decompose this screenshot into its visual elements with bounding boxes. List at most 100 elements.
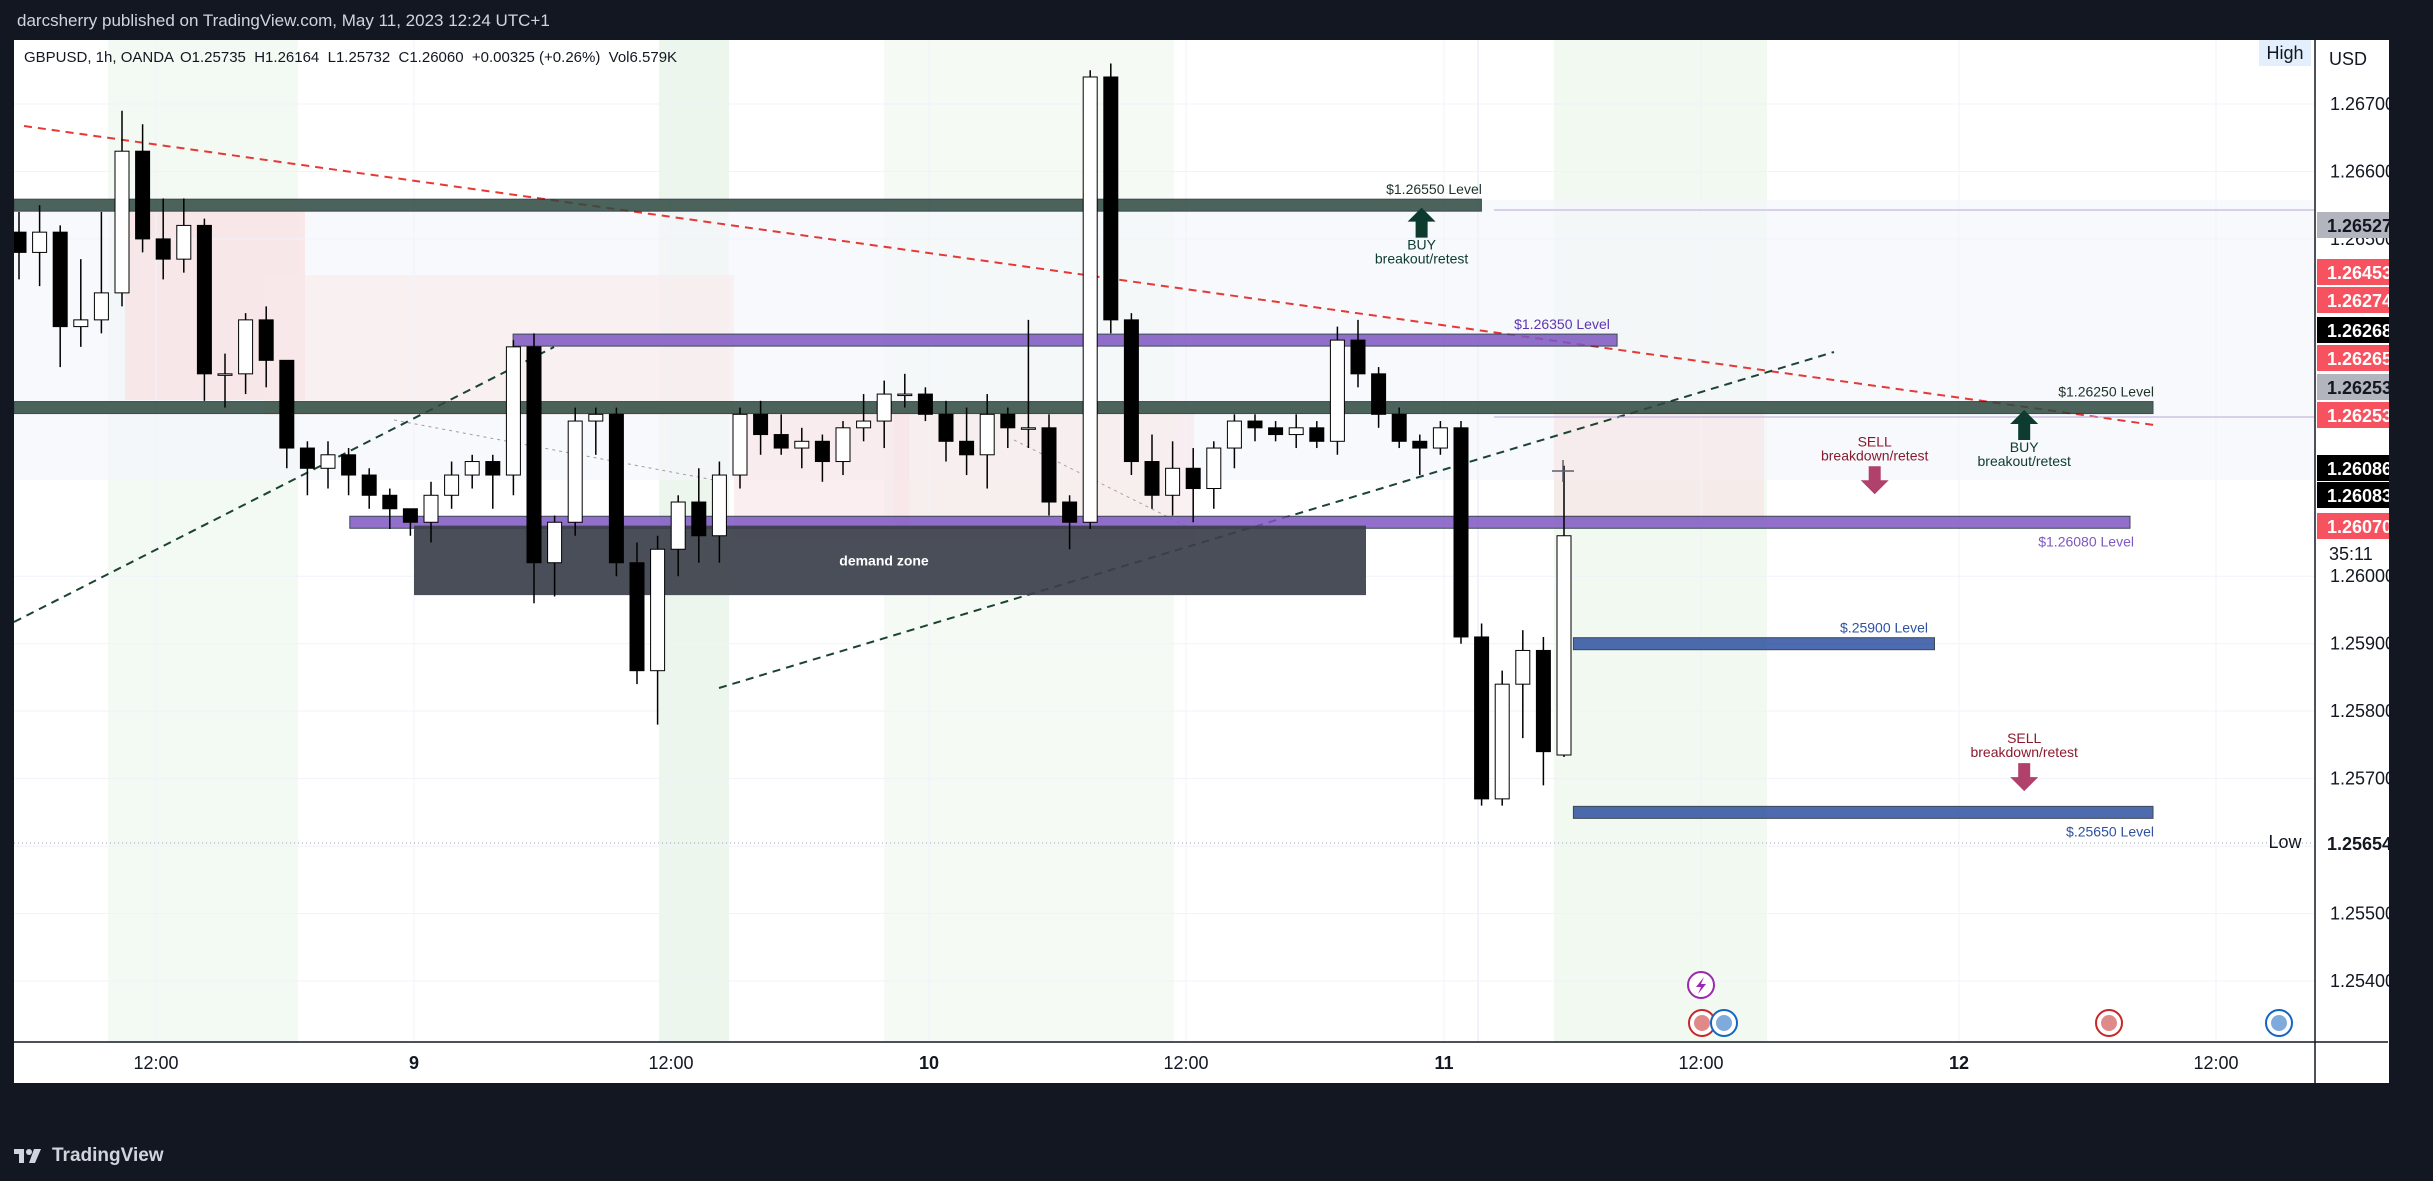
candle-down [1350, 339, 1366, 375]
candle-down [361, 474, 377, 496]
candle-up [93, 292, 109, 321]
level-label: $.25650 Level [2066, 823, 2154, 839]
price-tag [2317, 259, 2389, 285]
trade-annotations: BUYbreakout/retestBUYbreakout/retestSELL… [1375, 207, 2293, 1037]
candle-up [238, 319, 254, 375]
price-tag [2317, 482, 2389, 508]
candle-up [1515, 649, 1531, 685]
candle-down [773, 434, 789, 449]
high-label: High [2266, 43, 2303, 63]
candle-down [1391, 413, 1407, 442]
candle-down [155, 238, 171, 260]
candle-up [732, 413, 748, 476]
buy-arrow-icon [2010, 410, 2039, 441]
candle-up [1206, 447, 1222, 490]
candle-down [753, 413, 769, 436]
price-tag [2317, 212, 2389, 238]
event-flag-inner [1716, 1015, 1732, 1031]
price-tick-label: 1.25500 [2330, 904, 2389, 924]
event-flag-inner [2271, 1015, 2287, 1031]
price-tag-label: 1.26268 [2327, 321, 2389, 341]
axes: USD1.267001.266001.265001.260001.259001.… [14, 40, 2389, 1083]
level-label: $1.26250 Level [2058, 384, 2154, 400]
level-label: $.25900 Level [1840, 620, 1928, 636]
candle-down [258, 319, 274, 361]
candle-down [402, 508, 418, 523]
candle-up [588, 413, 604, 422]
brand-label: TradingView [52, 1145, 164, 1166]
price-tag-label: 1.26453 [2327, 263, 2389, 283]
tradingview-logo-icon [14, 1149, 41, 1163]
time-tick-label: 10 [919, 1053, 939, 1073]
sell-arrow-icon [2010, 763, 2039, 792]
publish-header: darcsherry published on TradingView.com,… [0, 0, 2433, 40]
candle-up [547, 521, 563, 564]
candle-countdown: 35:11 [2329, 544, 2373, 564]
sell-annotation-text: breakdown/retest [1970, 744, 2078, 760]
candle-down [1123, 319, 1139, 463]
candlestick-chart[interactable]: $1.26550 Level $1.26350 Level $1.26250 Lev… [14, 40, 2389, 1083]
price-tick-label: 1.25400 [2330, 971, 2389, 991]
price-tag [2317, 402, 2389, 428]
background-shading [14, 40, 2314, 1083]
candle-down [485, 461, 501, 476]
sell-annotation-text: SELL [2007, 730, 2041, 746]
price-tag-label: 1.26265 [2327, 349, 2389, 369]
symbol-info: GBPUSD, 1h, OANDA [24, 49, 174, 66]
price-tag-label: 1.26086 [2327, 459, 2389, 479]
candle-up [567, 420, 583, 523]
demand-zone-label: demand zone [839, 552, 929, 568]
price-tag [2317, 317, 2389, 343]
candle-down [1371, 373, 1387, 415]
resistance-trendline [23, 125, 2155, 426]
candle-down [1412, 440, 1428, 449]
level-band [512, 333, 1618, 347]
lightning-bolt [1696, 977, 1706, 994]
candle-down [1247, 420, 1263, 429]
candle-down [1474, 636, 1490, 800]
candle-up [650, 548, 666, 672]
time-tick-label: 12:00 [2193, 1053, 2238, 1073]
candle-up [711, 474, 727, 537]
guide-line [1013, 439, 1195, 531]
candle-down [196, 224, 212, 375]
candle-up [1329, 339, 1345, 442]
candle-up [217, 373, 233, 376]
price-tag-label: 1.26083 [2327, 486, 2389, 506]
candle-down [917, 393, 933, 415]
candle-up [114, 150, 130, 294]
sell-arrow-icon [1860, 466, 1889, 495]
price-tag [2317, 830, 2389, 856]
candle-up [876, 393, 892, 422]
candle-down [1041, 427, 1057, 503]
event-flag-inner [1694, 1015, 1710, 1031]
price-tag [2317, 513, 2389, 539]
candle-down [52, 231, 68, 328]
price-tick-label: 1.25800 [2330, 701, 2389, 721]
buy-arrow-icon [1407, 207, 1436, 238]
price-tag-label: 1.25654 [2327, 834, 2389, 854]
level-band [14, 198, 1482, 212]
sell-annotation-text: breakdown/retest [1821, 447, 1929, 463]
candle-up [1165, 467, 1181, 496]
candle-down [1453, 427, 1469, 638]
candle-up [444, 474, 460, 496]
candle-up [1432, 427, 1448, 449]
candle-down [814, 440, 830, 463]
candle-down [1062, 501, 1078, 523]
price-tick-label: 1.26700 [2330, 94, 2389, 114]
time-axis [14, 1042, 2314, 1083]
level-label: $1.26350 Level [1514, 316, 1610, 332]
candle-down [341, 454, 357, 476]
chart-frame[interactable]: $1.26550 Level $1.26350 Level $1.26250 Lev… [14, 40, 2389, 1083]
sell-annotation-text: SELL [1858, 433, 1892, 449]
candle-up [320, 454, 336, 469]
candle-up [73, 319, 89, 328]
price-tag-label: 1.26070 [2327, 517, 2389, 537]
demand-zone [414, 525, 1366, 596]
tradingview-logo[interactable]: TradingView [14, 1145, 164, 1167]
high-label-bg [2259, 40, 2311, 66]
candle-down [279, 359, 295, 449]
event-flag-inner [2101, 1015, 2117, 1031]
published-text: darcsherry published on TradingView.com,… [17, 11, 550, 30]
